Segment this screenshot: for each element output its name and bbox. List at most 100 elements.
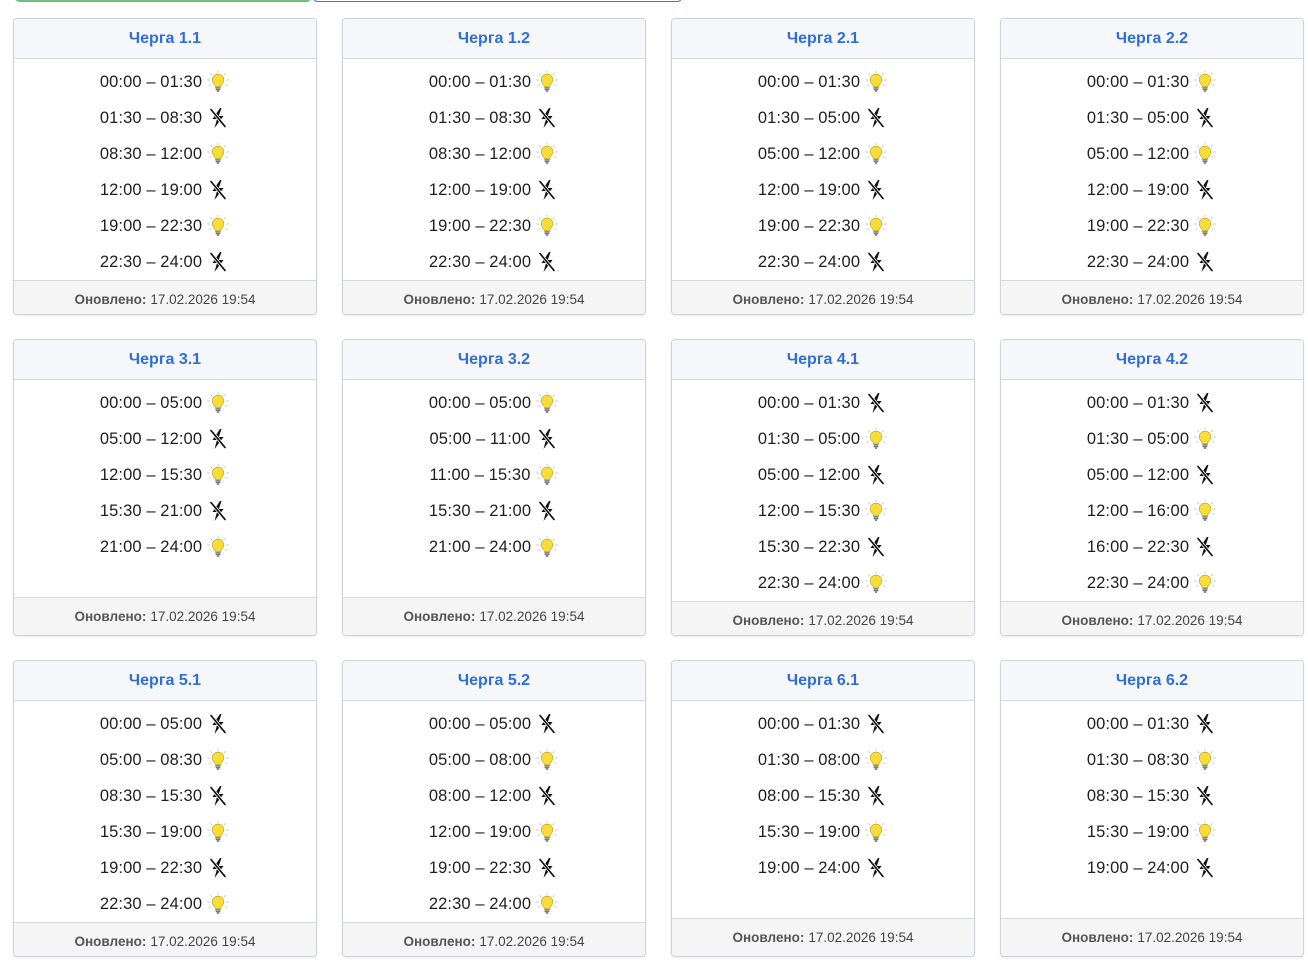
time-range: 01:30 – 05:00 xyxy=(1086,429,1190,448)
schedule-row: 08:30 – 12:00 xyxy=(14,136,316,172)
schedule-row: 01:30 – 05:00 xyxy=(1001,421,1303,457)
schedule-row: 12:00 – 19:00 xyxy=(672,172,974,208)
power-off-icon xyxy=(1193,391,1217,415)
updated-value: 17.02.2026 19:54 xyxy=(808,292,914,307)
queue-title[interactable]: Черга 6.1 xyxy=(786,671,860,689)
time-range: 22:30 – 24:00 xyxy=(1086,573,1190,592)
schedule-row: 15:30 – 19:00 xyxy=(1001,814,1303,850)
light-bulb-icon xyxy=(535,70,559,94)
queue-title[interactable]: Черга 5.1 xyxy=(128,671,202,689)
schedule-row: 00:00 – 01:30 xyxy=(1001,64,1303,100)
queue-title[interactable]: Черга 1.1 xyxy=(128,29,202,47)
schedule-list: 00:00 – 05:00 05:00 – 11:00 11:00 – 15:3… xyxy=(343,380,645,597)
updated-value: 17.02.2026 19:54 xyxy=(1137,613,1243,628)
queue-title[interactable]: Черга 4.1 xyxy=(786,350,860,368)
schedule-row: 11:00 – 15:30 xyxy=(343,457,645,493)
schedule-row: 12:00 – 19:00 xyxy=(343,814,645,850)
top-tab-active[interactable] xyxy=(14,0,312,2)
light-bulb-icon xyxy=(206,214,230,238)
light-bulb-icon xyxy=(535,535,559,559)
time-range: 19:00 – 22:30 xyxy=(757,216,861,235)
queue-title[interactable]: Черга 1.2 xyxy=(457,29,531,47)
light-bulb-icon xyxy=(864,214,888,238)
light-bulb-icon xyxy=(206,70,230,94)
time-range: 12:00 – 15:30 xyxy=(757,501,861,520)
time-range: 08:30 – 15:30 xyxy=(99,786,203,805)
updated-footer: Оновлено: 17.02.2026 19:54 xyxy=(672,918,974,956)
power-off-icon xyxy=(206,499,230,523)
time-range: 01:30 – 05:00 xyxy=(757,108,861,127)
queue-title[interactable]: Черга 2.1 xyxy=(786,29,860,47)
queue-card: Черга 4.1 00:00 – 01:30 01:30 – 05:00 05… xyxy=(671,339,975,636)
queue-card-header: Черга 1.2 xyxy=(343,19,645,59)
light-bulb-icon xyxy=(1193,70,1217,94)
time-range: 05:00 – 12:00 xyxy=(99,429,203,448)
time-range: 15:30 – 19:00 xyxy=(1086,822,1190,841)
queue-title[interactable]: Черга 3.2 xyxy=(457,350,531,368)
updated-footer: Оновлено: 17.02.2026 19:54 xyxy=(343,280,645,314)
queue-card-header: Черга 5.2 xyxy=(343,661,645,701)
time-range: 08:00 – 12:00 xyxy=(428,786,532,805)
queue-title[interactable]: Черга 4.2 xyxy=(1115,350,1189,368)
schedule-list: 00:00 – 05:00 05:00 – 12:00 12:00 – 15:3… xyxy=(14,380,316,597)
power-off-icon xyxy=(864,712,888,736)
power-off-icon xyxy=(535,178,559,202)
time-range: 00:00 – 01:30 xyxy=(99,72,203,91)
light-bulb-icon xyxy=(535,463,559,487)
light-bulb-icon xyxy=(1193,142,1217,166)
time-range: 19:00 – 22:30 xyxy=(1086,216,1190,235)
updated-value: 17.02.2026 19:54 xyxy=(150,292,256,307)
top-tab-secondary[interactable] xyxy=(312,0,683,2)
time-range: 22:30 – 24:00 xyxy=(99,894,203,913)
updated-label: Оновлено: xyxy=(74,609,147,624)
updated-footer: Оновлено: 17.02.2026 19:54 xyxy=(343,922,645,956)
time-range: 21:00 – 24:00 xyxy=(428,537,532,556)
queue-card-header: Черга 3.2 xyxy=(343,340,645,380)
schedule-row: 12:00 – 19:00 xyxy=(1001,172,1303,208)
time-range: 01:30 – 05:00 xyxy=(757,429,861,448)
schedule-row: 05:00 – 12:00 xyxy=(672,457,974,493)
queue-title[interactable]: Черга 5.2 xyxy=(457,671,531,689)
time-range: 12:00 – 19:00 xyxy=(428,180,532,199)
light-bulb-icon xyxy=(864,571,888,595)
power-off-icon xyxy=(864,391,888,415)
time-range: 01:30 – 08:00 xyxy=(757,750,861,769)
schedule-row: 01:30 – 08:30 xyxy=(343,100,645,136)
schedule-row: 22:30 – 24:00 xyxy=(343,886,645,922)
power-off-icon xyxy=(1193,856,1217,880)
time-range: 01:30 – 08:30 xyxy=(99,108,203,127)
power-off-icon xyxy=(206,178,230,202)
power-off-icon xyxy=(1193,784,1217,808)
queue-title[interactable]: Черга 6.2 xyxy=(1115,671,1189,689)
schedule-row: 21:00 – 24:00 xyxy=(14,529,316,565)
schedule-row: 05:00 – 08:30 xyxy=(14,742,316,778)
schedule-row: 05:00 – 12:00 xyxy=(1001,136,1303,172)
time-range: 19:00 – 22:30 xyxy=(428,216,532,235)
schedule-row: 08:30 – 15:30 xyxy=(1001,778,1303,814)
updated-label: Оновлено: xyxy=(732,613,805,628)
updated-value: 17.02.2026 19:54 xyxy=(150,609,256,624)
schedule-row: 16:00 – 22:30 xyxy=(1001,529,1303,565)
schedule-row: 00:00 – 01:30 xyxy=(1001,706,1303,742)
schedule-row: 01:30 – 05:00 xyxy=(1001,100,1303,136)
time-range: 08:30 – 12:00 xyxy=(99,144,203,163)
light-bulb-icon xyxy=(535,391,559,415)
queue-card-header: Черга 6.2 xyxy=(1001,661,1303,701)
power-off-icon xyxy=(535,712,559,736)
schedule-row: 19:00 – 22:30 xyxy=(14,208,316,244)
light-bulb-icon xyxy=(206,748,230,772)
queue-card-header: Черга 4.1 xyxy=(672,340,974,380)
queue-title[interactable]: Черга 3.1 xyxy=(128,350,202,368)
updated-label: Оновлено: xyxy=(1061,292,1134,307)
queue-title[interactable]: Черга 2.2 xyxy=(1115,29,1189,47)
power-off-icon xyxy=(1193,178,1217,202)
updated-value: 17.02.2026 19:54 xyxy=(150,934,256,949)
time-range: 12:00 – 19:00 xyxy=(99,180,203,199)
light-bulb-icon xyxy=(206,820,230,844)
schedule-list: 00:00 – 01:30 01:30 – 05:00 05:00 – 12:0… xyxy=(1001,59,1303,280)
updated-label: Оновлено: xyxy=(732,930,805,945)
power-off-icon xyxy=(1193,250,1217,274)
time-range: 12:00 – 15:30 xyxy=(99,465,203,484)
schedule-row: 22:30 – 24:00 xyxy=(343,244,645,280)
time-range: 22:30 – 24:00 xyxy=(1086,252,1190,271)
